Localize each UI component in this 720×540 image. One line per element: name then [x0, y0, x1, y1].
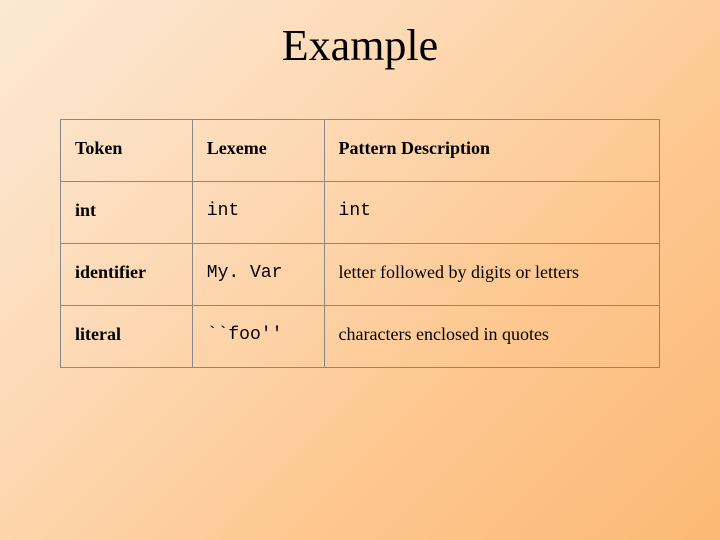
table-header-row: Token Lexeme Pattern Description [61, 120, 660, 182]
col-header-token: Token [61, 120, 193, 182]
slide: Example Token Lexeme Pattern Description… [0, 0, 720, 540]
token-table-container: Token Lexeme Pattern Description int int… [60, 119, 660, 368]
col-header-lexeme: Lexeme [192, 120, 324, 182]
cell-lexeme: My. Var [192, 244, 324, 306]
table-row: int int int [61, 182, 660, 244]
cell-pattern: letter followed by digits or letters [324, 244, 659, 306]
table-row: literal ``foo'' characters enclosed in q… [61, 306, 660, 368]
cell-token: int [61, 182, 193, 244]
token-table: Token Lexeme Pattern Description int int… [60, 119, 660, 368]
cell-token: identifier [61, 244, 193, 306]
cell-pattern: int [324, 182, 659, 244]
cell-token: literal [61, 306, 193, 368]
table-row: identifier My. Var letter followed by di… [61, 244, 660, 306]
cell-lexeme: ``foo'' [192, 306, 324, 368]
slide-title: Example [282, 20, 438, 71]
col-header-pattern: Pattern Description [324, 120, 659, 182]
cell-lexeme: int [192, 182, 324, 244]
cell-pattern: characters enclosed in quotes [324, 306, 659, 368]
